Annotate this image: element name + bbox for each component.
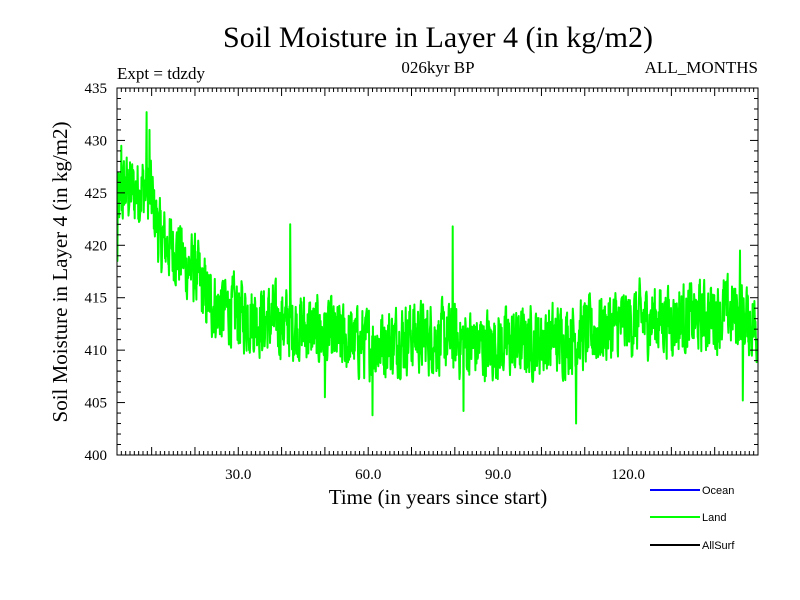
x-tick-label: 90.0 <box>485 467 511 483</box>
x-axis-tick-labels: 30.0 60.0 90.0 120.0 <box>225 467 645 483</box>
y-tick-label: 430 <box>85 133 108 149</box>
y-tick-label: 425 <box>85 186 108 202</box>
axis-ticks <box>116 87 759 456</box>
y-tick-label: 415 <box>85 291 108 307</box>
months-label: ALL_MONTHS <box>645 58 758 77</box>
series-line-land <box>117 111 758 425</box>
chart-title: Soil Moisture in Layer 4 (in kg/m2) <box>223 21 653 54</box>
plot-frame <box>116 87 759 456</box>
legend-label-land: Land <box>702 512 726 524</box>
legend: Ocean Land AllSurf <box>650 485 735 552</box>
y-tick-label: 400 <box>85 448 108 464</box>
x-tick-label: 30.0 <box>225 467 251 483</box>
y-axis-tick-labels: 400 405 410 415 420 425 430 435 <box>85 81 108 464</box>
y-axis-label: Soil Moisture in Layer 4 (in kg/m2) <box>48 122 72 423</box>
legend-label-ocean: Ocean <box>702 485 734 497</box>
expt-label: Expt = tdzdy <box>117 64 205 83</box>
x-axis-label: Time (in years since start) <box>329 485 548 509</box>
y-tick-label: 435 <box>85 81 108 97</box>
y-tick-label: 420 <box>85 238 108 254</box>
legend-label-allsurf: AllSurf <box>702 540 735 552</box>
y-tick-label: 410 <box>85 343 108 359</box>
plot-area <box>116 87 759 456</box>
x-tick-label: 60.0 <box>355 467 381 483</box>
y-tick-label: 405 <box>85 396 108 412</box>
period-label: 026kyr BP <box>401 58 474 77</box>
x-tick-label: 120.0 <box>611 467 645 483</box>
